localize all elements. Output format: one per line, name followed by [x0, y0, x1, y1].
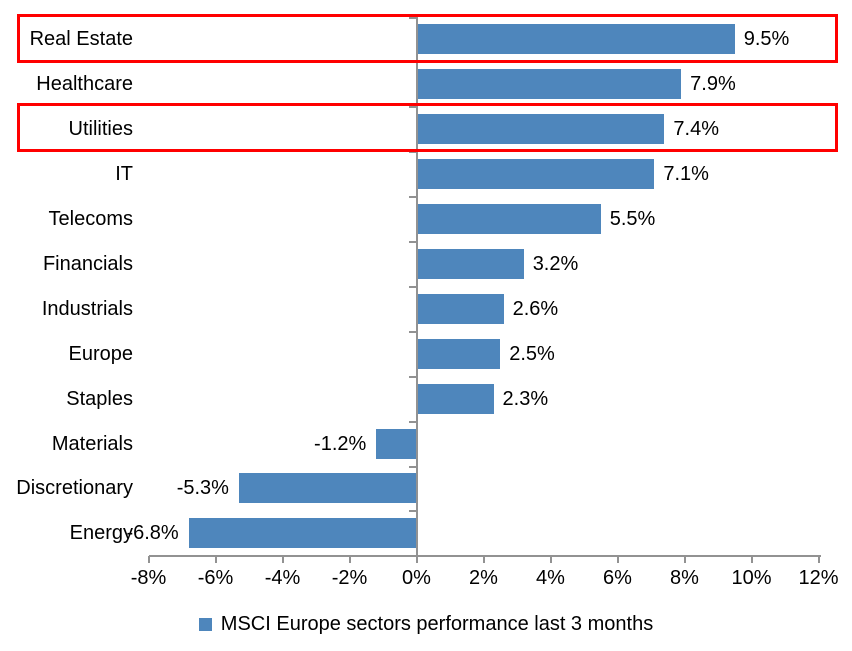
category-label: Materials	[51, 432, 133, 455]
bar	[376, 428, 417, 459]
bar	[416, 114, 665, 145]
bar	[416, 69, 682, 100]
bar	[188, 518, 417, 549]
category-label: Discretionary	[16, 477, 133, 500]
value-axis-tick-label: 6%	[603, 566, 632, 589]
category-label: Healthcare	[36, 73, 133, 96]
category-axis-tick	[408, 465, 416, 468]
bar	[416, 159, 655, 190]
bar-value-label: 3.2%	[532, 252, 579, 275]
category-axis-tick	[408, 510, 416, 513]
category-axis-tick	[408, 330, 416, 333]
category-label: Real Estate	[29, 28, 133, 51]
bar	[416, 24, 735, 55]
bar-value-label: 2.5%	[509, 342, 555, 365]
value-axis-tick-label: 8%	[670, 566, 699, 589]
value-axis-tick-label: 12%	[798, 566, 839, 589]
value-axis-tick	[147, 555, 150, 563]
category-axis-tick	[408, 16, 416, 19]
bar	[416, 248, 524, 279]
value-axis-tick-label: 10%	[731, 566, 772, 589]
highlight-box-utilities	[17, 103, 838, 153]
value-axis-tick-label: -4%	[264, 566, 301, 589]
bar	[416, 383, 494, 414]
value-axis-tick	[214, 555, 217, 563]
bar-value-label: 9.5%	[743, 28, 790, 51]
value-axis-tick	[549, 555, 552, 563]
bar-value-label: -5.3%	[176, 477, 229, 500]
category-label: Industrials	[41, 297, 133, 320]
value-axis-tick-label: 2%	[469, 566, 498, 589]
value-axis-tick-label: 4%	[536, 566, 565, 589]
category-axis-tick	[408, 196, 416, 199]
value-axis-tick	[482, 555, 485, 563]
category-label: Telecoms	[48, 208, 133, 231]
chart-legend: MSCI Europe sectors performance last 3 m…	[0, 608, 852, 640]
legend-series-marker-icon	[198, 617, 212, 631]
value-axis-tick	[750, 555, 753, 563]
category-axis-tick	[408, 420, 416, 423]
bar-value-label: -1.2%	[314, 432, 367, 455]
bar-value-label: 7.4%	[673, 118, 719, 141]
value-axis-tick	[616, 555, 619, 563]
value-axis-tick	[817, 555, 820, 563]
value-axis-tick	[683, 555, 686, 563]
bar-value-label: 2.3%	[502, 387, 549, 410]
bar-value-label: 7.9%	[690, 73, 736, 96]
category-label: Energy	[69, 522, 133, 545]
category-axis-tick	[408, 241, 416, 243]
bar	[416, 338, 501, 369]
category-label: Utilities	[68, 118, 133, 141]
category-axis-tick	[408, 375, 416, 378]
value-axis-tick	[348, 555, 351, 563]
value-axis-tick-label: -6%	[197, 566, 234, 589]
bar-value-label: 7.1%	[663, 163, 709, 186]
bar	[416, 293, 504, 324]
category-label: IT	[115, 163, 133, 186]
bar	[416, 204, 601, 235]
category-axis-line	[415, 17, 418, 556]
bar-value-label: 5.5%	[609, 208, 656, 231]
category-label: Staples	[66, 387, 133, 410]
value-axis-tick	[281, 555, 284, 563]
bar-value-label: 2.6%	[512, 297, 559, 320]
category-label: Europe	[68, 342, 134, 365]
value-axis-tick-label: -2%	[331, 566, 368, 589]
value-axis-tick	[415, 555, 418, 563]
highlight-box-real-estate	[17, 13, 838, 63]
category-axis-tick	[408, 285, 416, 288]
bar	[238, 473, 417, 504]
value-axis-line	[148, 554, 821, 557]
bar-value-label: -6.8%	[126, 522, 179, 545]
value-axis-tick-label: -8%	[130, 566, 167, 589]
value-axis-tick-label: 0%	[402, 566, 431, 589]
category-axis-tick	[408, 106, 416, 109]
category-label: Financials	[42, 252, 133, 275]
legend-series-label: MSCI Europe sectors performance last 3 m…	[220, 612, 654, 635]
